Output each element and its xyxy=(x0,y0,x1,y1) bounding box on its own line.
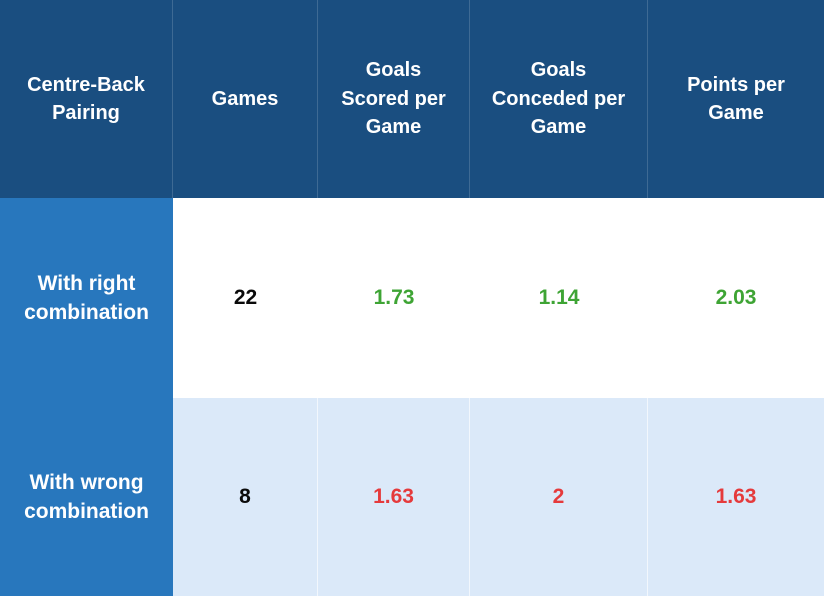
goals-scored-value-wrong: 1.63 xyxy=(318,398,470,596)
row-label-right-combination: With right combination xyxy=(0,198,173,398)
games-value-wrong: 8 xyxy=(173,398,318,596)
goals-scored-value-right: 1.73 xyxy=(318,198,470,398)
header-cell-pairing: Centre-Back Pairing xyxy=(0,0,173,198)
row-label-text: With wrong combination xyxy=(24,470,149,523)
header-label-points: Points per Game xyxy=(687,73,785,124)
header-cell-goals-conceded: Goals Conceded per Game xyxy=(470,0,648,198)
header-label-goals-conceded: Goals Conceded per Game xyxy=(491,59,626,139)
header-cell-points: Points per Game xyxy=(648,0,824,198)
games-value-right: 22 xyxy=(173,198,318,398)
goals-conceded-value-wrong: 2 xyxy=(470,398,648,596)
goals-conceded-value-right: 1.14 xyxy=(470,198,648,398)
points-value-wrong: 1.63 xyxy=(648,398,824,596)
header-cell-goals-scored: Goals Scored per Game xyxy=(318,0,470,198)
row-label-text: With right combination xyxy=(24,271,149,324)
row-label-wrong-combination: With wrong combination xyxy=(0,398,173,596)
points-value-right: 2.03 xyxy=(648,198,824,398)
header-label-goals-scored: Goals Scored per Game xyxy=(341,59,446,139)
header-cell-games: Games xyxy=(173,0,318,198)
header-label-pairing: Centre-Back Pairing xyxy=(27,73,145,124)
header-label-games: Games xyxy=(211,87,279,110)
